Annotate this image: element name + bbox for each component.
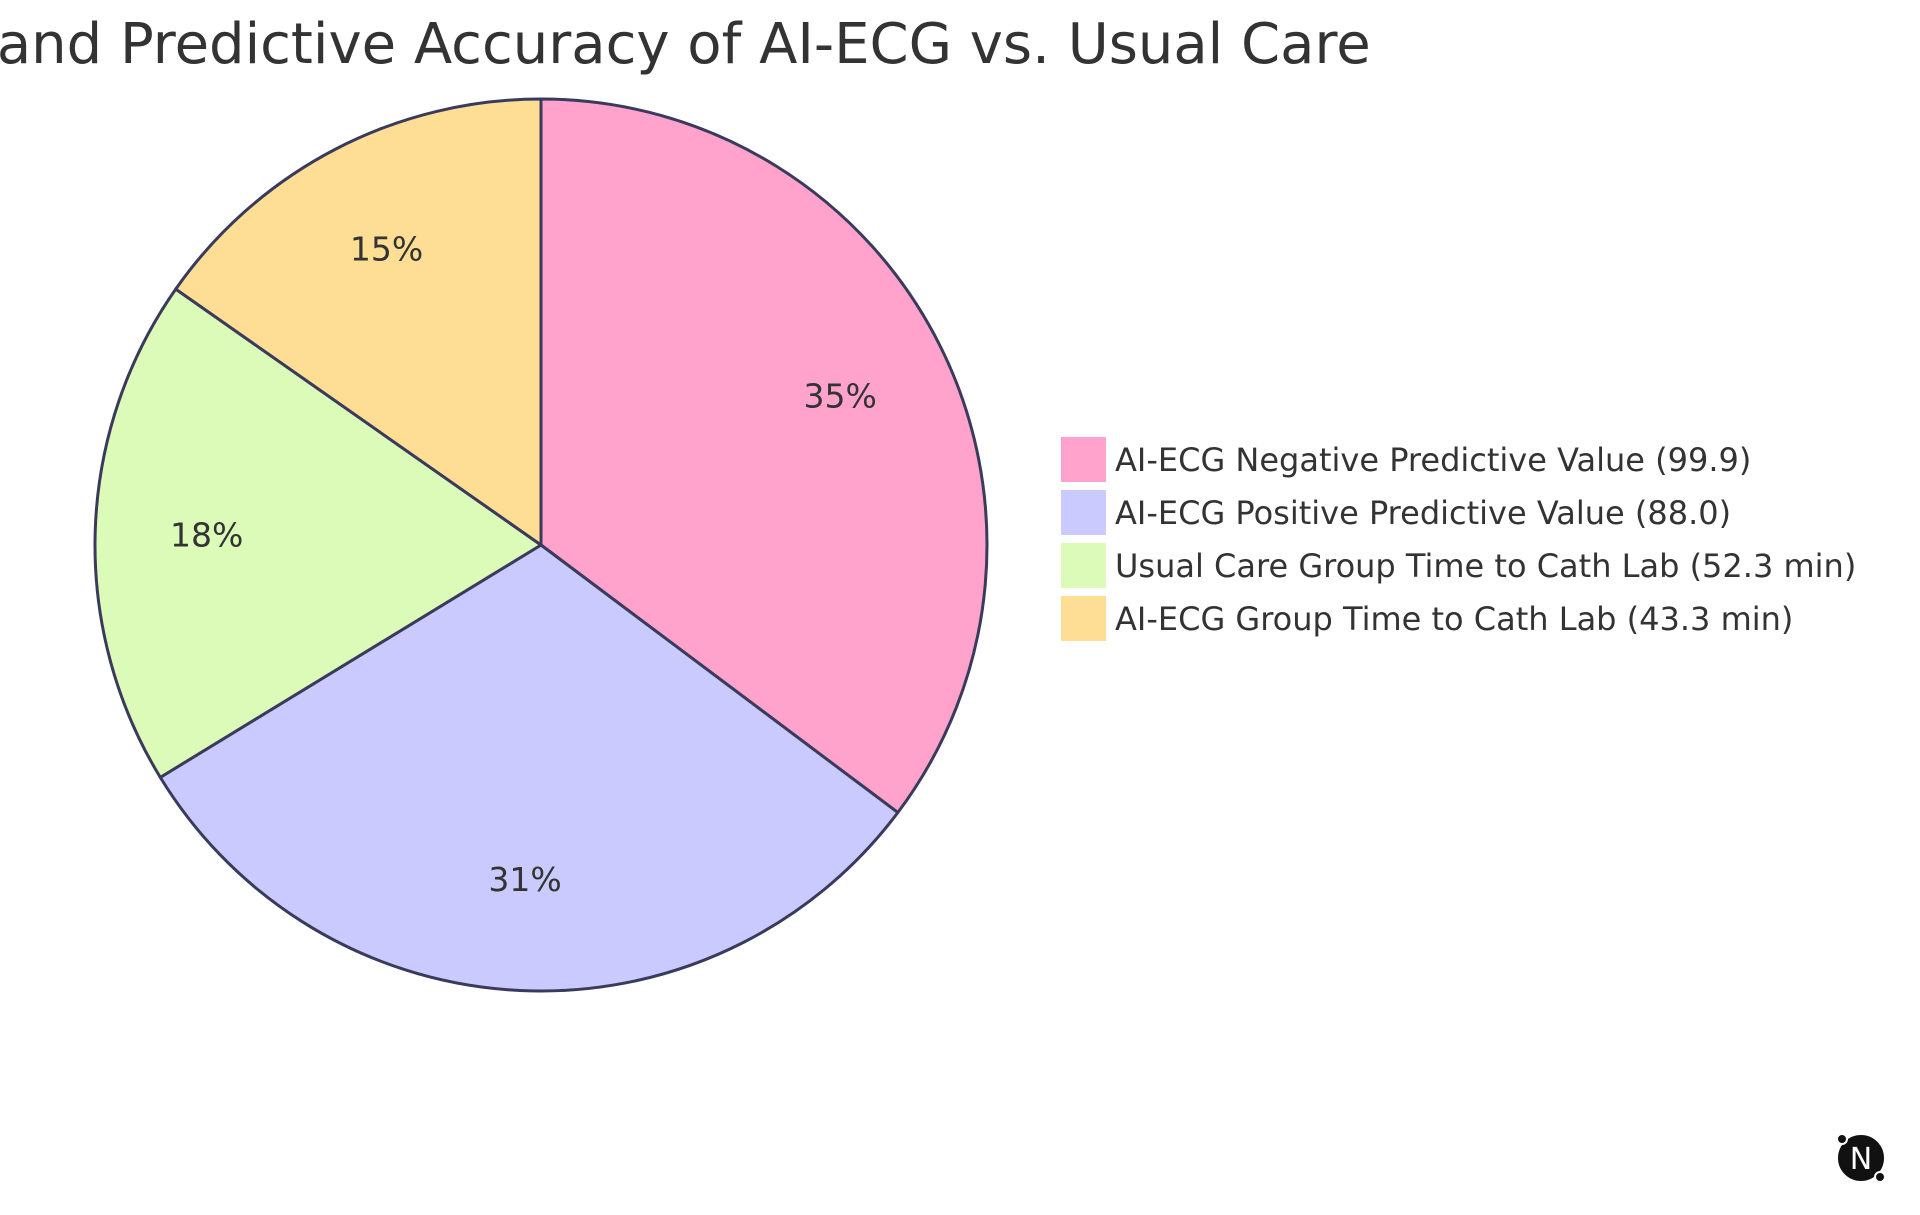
pie-slice-4 <box>173 97 543 548</box>
logo-text: N <box>1850 1142 1872 1177</box>
legend-swatch <box>1061 490 1106 535</box>
slice-percent-label: 35% <box>803 376 876 415</box>
legend: AI-ECG Negative Predictive Value (99.9) A… <box>1061 437 1856 641</box>
legend-label: Usual Care Group Time to Cath Lab (52.3 … <box>1115 547 1856 585</box>
pie-slice-2 <box>158 543 900 993</box>
n-logo-icon: N <box>1836 1133 1886 1183</box>
slice-percent-label: 18% <box>170 515 243 554</box>
legend-swatch <box>1061 543 1106 588</box>
legend-swatch <box>1061 437 1106 482</box>
slice-percent-label: 31% <box>488 860 561 899</box>
legend-swatch <box>1061 596 1106 641</box>
legend-label: AI-ECG Negative Predictive Value (99.9) <box>1115 441 1751 479</box>
pie-slice-3 <box>93 286 544 780</box>
slice-percent-label: 15% <box>350 229 423 268</box>
pie-slice-labels: 35% 31% 18% 15% <box>170 229 877 899</box>
pie-slices <box>93 97 989 993</box>
legend-label: AI-ECG Positive Predictive Value (88.0) <box>1115 494 1731 532</box>
legend-label: AI-ECG Group Time to Cath Lab (43.3 min) <box>1115 600 1793 638</box>
chart-title: Efficiency and Predictive Accuracy of AI… <box>0 12 1371 77</box>
pie-slice-1 <box>539 97 989 815</box>
